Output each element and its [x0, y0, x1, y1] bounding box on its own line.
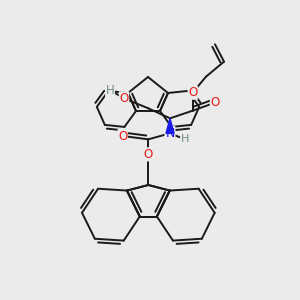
Text: N: N	[165, 127, 175, 140]
Text: H: H	[181, 134, 189, 144]
Text: O: O	[144, 148, 153, 161]
Text: H: H	[181, 134, 189, 144]
Text: N: N	[165, 127, 175, 140]
Text: O: O	[210, 96, 220, 109]
Text: O: O	[118, 130, 127, 142]
Polygon shape	[166, 118, 174, 133]
Text: O: O	[188, 86, 197, 99]
Text: H: H	[106, 83, 114, 97]
Text: O: O	[119, 92, 129, 105]
